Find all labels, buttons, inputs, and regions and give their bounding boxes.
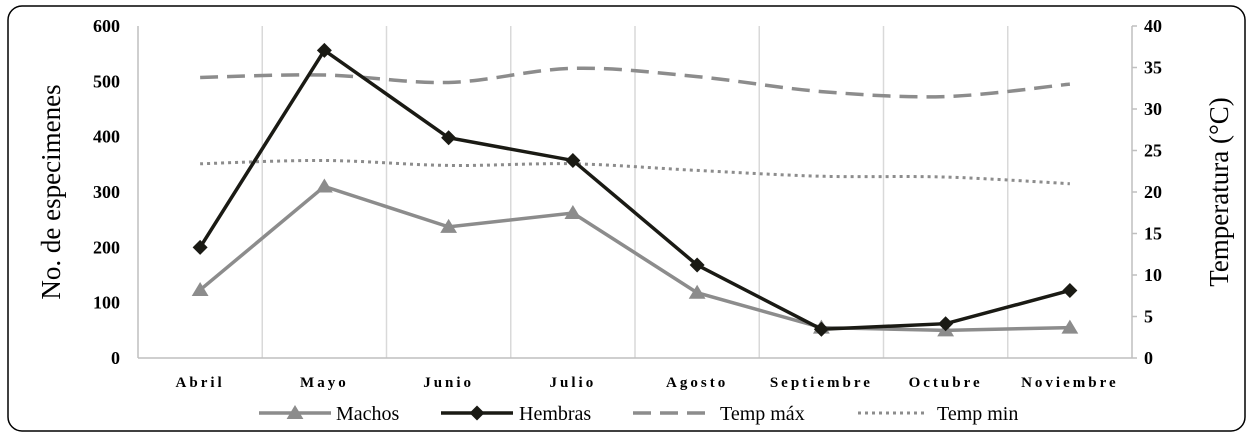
x-tick-label: Noviembre [1021,375,1119,391]
marker-diamond [192,239,208,255]
marker-triangle [564,205,582,220]
marker-triangle [315,178,333,193]
marker-triangle [688,284,706,299]
marker-diamond [1062,282,1078,298]
y-tick-label: 300 [93,182,120,202]
legend-item-hembras: Hembras [441,403,591,425]
legend-label: Temp máx [720,403,805,425]
y2-tick-label: 35 [1144,58,1162,78]
x-tick-label: Junio [423,375,474,391]
marker-diamond [565,152,581,168]
x-tick-label: Julio [550,375,597,391]
series-line-temp-m-x [200,66,1071,99]
marker-triangle [191,281,209,296]
marker-diamond [441,130,457,146]
x-tick-label: Abril [176,375,225,391]
marker-diamond [938,316,954,332]
y2-tick-label: 10 [1144,265,1162,285]
legend-label: Hembras [519,403,591,425]
legend-item-machos: Machos [259,403,400,425]
y2-tick-label: 5 [1144,307,1153,327]
y-tick-label: 500 [93,71,120,91]
series-line-machos [199,184,1070,333]
x-tick-label: Octubre [909,375,983,391]
y-tick-label: 200 [93,237,120,257]
marker-triangle [440,218,458,233]
marker-triangle [286,405,304,419]
y-tick-label: 400 [93,127,120,147]
y-tick-label: 600 [93,16,120,36]
series-line-temp-min [200,158,1070,186]
tick-labels: 0 100 200 300 400 500 600 0 5 10 15 20 25 30 35 40 Abril… [93,16,1162,391]
axes [137,25,1137,359]
y2-tick-label: 25 [1144,141,1162,161]
x-tick-label: Agosto [666,375,728,391]
legend-item-temp-min: Temp min [858,403,1018,425]
y2-tick-label: 0 [1144,348,1153,368]
grid-lines [261,26,1009,358]
marker-triangle [1061,319,1079,334]
y2-tick-label: 40 [1144,16,1162,36]
legend-label: Temp min [937,403,1018,425]
legend-label: Machos [336,403,400,425]
marker-diamond [813,321,829,337]
x-tick-label: Septiembre [770,375,873,391]
chart-border [7,5,1246,432]
marker-diamond [316,42,332,58]
marker-layer [191,42,1079,337]
series-line-hembras [198,47,1071,331]
legend: Machos Hembras Temp máx Temp min [259,403,1018,425]
y2-tick-label: 20 [1144,182,1162,202]
marker-diamond [689,257,705,273]
marker-diamond [469,405,485,421]
y-axis-title: No. de especimenes [36,84,66,299]
y-tick-label: 0 [111,348,120,368]
legend-item-temp-m-x: Temp máx [633,403,805,425]
series-layer [198,47,1071,333]
y2-tick-label: 15 [1144,224,1162,244]
y2-tick-label: 30 [1144,99,1162,119]
x-tick-label: Mayo [300,375,349,391]
y-tick-label: 100 [93,293,120,313]
y2-axis-title: Temperatura (°C) [1204,97,1234,287]
